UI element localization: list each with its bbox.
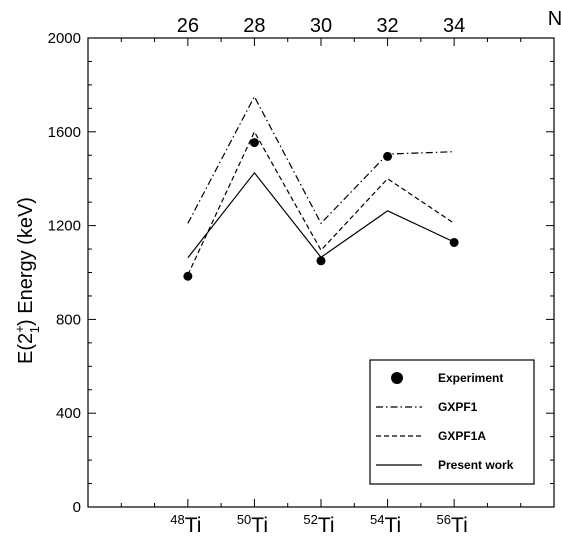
top-tick-label: 30 [310,15,332,37]
top-tick-label: 32 [376,15,398,37]
top-tick-label: 28 [243,15,265,37]
experiment-point [449,237,459,247]
experiment-point [183,271,193,281]
series-line-present-work [187,171,455,259]
isotope-label: 56Ti [437,512,468,537]
isotope-label: 50Ti [237,512,268,537]
y-tick-label: 0 [73,499,81,516]
top-tick-label: 34 [443,15,465,37]
experiment-point [383,151,393,161]
legend: Experiment GXPF1 GXPF1A Present work [369,359,535,485]
legend-label: Experiment [438,371,503,385]
top-tick-label: 26 [177,15,199,37]
series-group [183,95,459,281]
isotope-label: 52Ti [303,512,334,537]
y-tick-label: 1600 [48,124,81,141]
experiment-point [316,256,326,266]
y-tick-label: 1200 [48,218,81,235]
legend-label: GXPF1A [438,429,486,443]
axes-group: 0 400 800 1200 1600 2000 26 28 30 32 34 N 48Ti 50Ti 52… [12,8,561,537]
series-line-gxpf1 [187,95,455,225]
experiment-point [249,138,259,148]
series-line-gxpf1a [187,130,455,276]
isotope-label: 54Ti [370,512,401,537]
legend-label: GXPF1 [438,400,478,414]
y-axis-label: E(2+1) Energy (keV) [12,197,42,364]
legend-marker [391,372,403,384]
y-tick-label: 2000 [48,30,81,47]
y-tick-label: 400 [56,405,81,422]
legend-label: Present work [438,458,514,472]
top-axis-label: N [548,8,561,30]
isotope-label: 48Ti [170,512,201,537]
y-tick-label: 800 [56,311,81,328]
